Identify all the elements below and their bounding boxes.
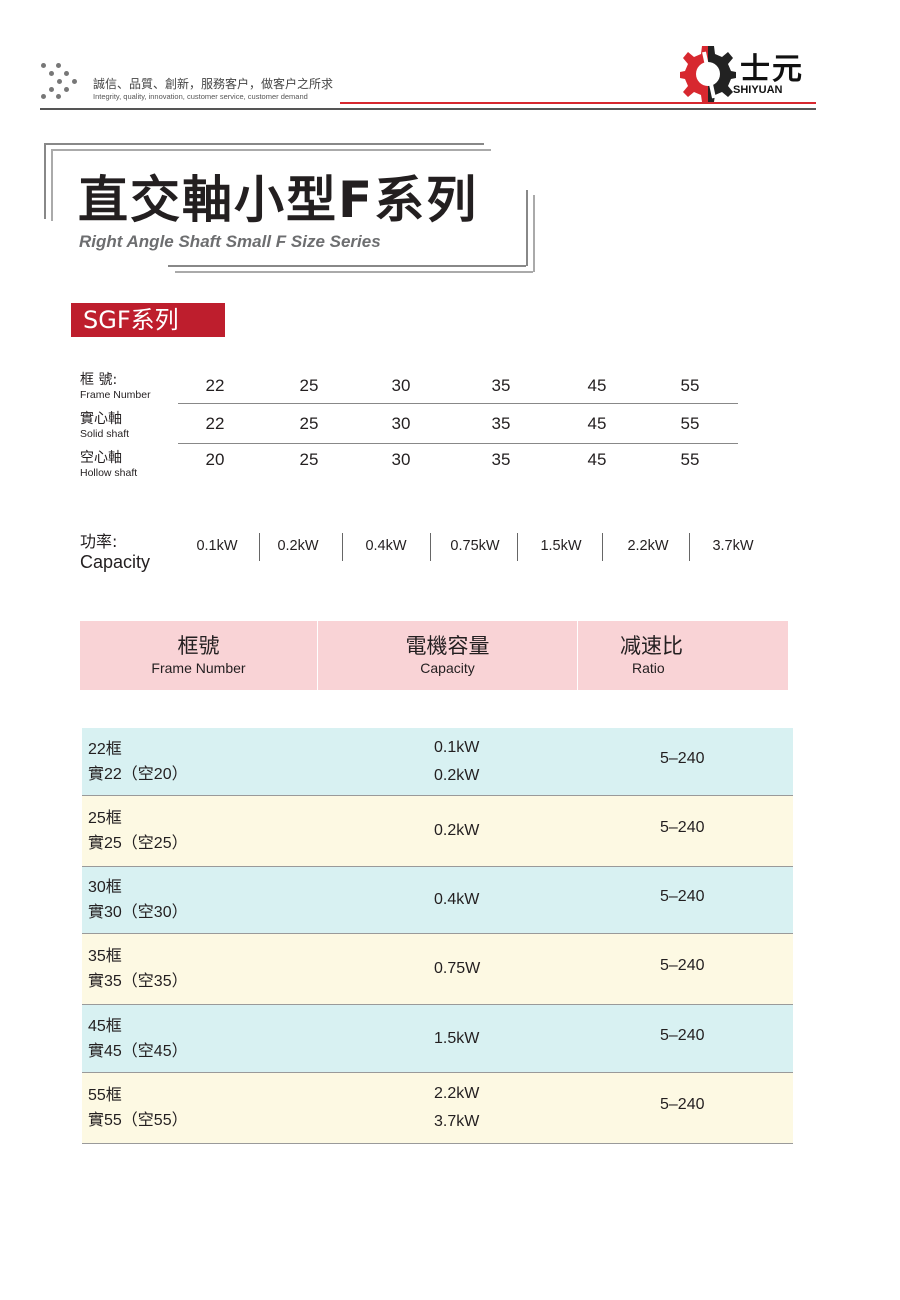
frame-name: 25框 <box>88 810 122 827</box>
frame-name: 55框 <box>88 1087 122 1104</box>
shaft-size: 實22（空20） <box>88 765 188 783</box>
label-en: Frame Number <box>80 389 151 401</box>
shaft-size: 實25（空25） <box>88 835 188 852</box>
capacity-label: 功率: Capacity <box>80 528 150 573</box>
frame-name: 22框 <box>88 740 122 758</box>
header-en: Ratio <box>632 660 665 676</box>
spec-value: 55 <box>680 376 700 395</box>
spec-value: 30 <box>391 414 411 433</box>
page-title: 直交軸小型F系列 <box>78 171 479 229</box>
spec-value: 55 <box>680 414 700 433</box>
header-capacity: 電機容量 Capacity <box>318 621 577 690</box>
slogan-en: Integrity, quality, innovation, customer… <box>93 92 308 101</box>
label-cn: 實心軸 <box>80 411 122 427</box>
slogan-cn: 誠信、品質、創新，服務客户，做客户之所求 <box>93 77 334 91</box>
table-row: 35框 實35（空35） 0.75W 5–240 <box>82 934 793 1005</box>
spec-value: 25 <box>299 376 319 395</box>
spec-value: 35 <box>491 450 511 469</box>
label-en: Solid shaft <box>80 428 130 440</box>
table-row: 45框 實45（空45） 1.5kW 5–240 <box>82 1005 793 1073</box>
divider <box>259 533 260 561</box>
capacity-value: 0.4kW <box>365 538 407 554</box>
header-cn: 框號 <box>177 634 220 658</box>
shaft-size: 實35（空35） <box>88 973 188 990</box>
divider <box>602 533 603 561</box>
capacity-value: 2.2kW <box>627 538 669 554</box>
label-en: Capacity <box>80 552 151 572</box>
spec-value: 22 <box>205 376 225 395</box>
shaft-size: 實45（空45） <box>88 1042 188 1060</box>
spec-value: 25 <box>299 450 319 469</box>
spec-value: 45 <box>587 376 607 395</box>
divider <box>517 533 518 561</box>
gear-logo-icon <box>680 46 736 102</box>
header-en: Capacity <box>420 660 475 676</box>
spec-value: 30 <box>391 450 411 469</box>
spec-value: 25 <box>299 414 319 433</box>
spec-value: 45 <box>587 450 607 469</box>
divider <box>342 533 343 561</box>
table-row: 22框 實22（空20） 0.1kW 0.2kW 5–240 <box>82 728 793 796</box>
spec-label: 實心軸 Solid shaft <box>80 408 129 440</box>
spec-value: 22 <box>205 414 225 433</box>
spec-value: 35 <box>491 376 511 395</box>
table-row: 25框 實25（空25） 0.2kW 5–240 <box>82 796 793 867</box>
spec-value: 45 <box>587 414 607 433</box>
spec-value: 35 <box>491 414 511 433</box>
label-en: Hollow shaft <box>80 467 138 479</box>
table-row: 55框 實55（空55） 2.2kW 3.7kW 5–240 <box>82 1073 793 1144</box>
spec-value: 20 <box>205 450 225 469</box>
capacity-value: 1.5kW <box>540 538 582 554</box>
spec-value: 30 <box>391 376 411 395</box>
capacity-value: 3.7kW <box>712 538 754 554</box>
brand-logo-cn: 士元 <box>740 52 804 87</box>
frame-name: 45框 <box>88 1017 122 1035</box>
header-frame: 框號 Frame Number <box>80 621 317 690</box>
label-cn: 功率: <box>80 532 118 551</box>
shaft-size: 實30（空30） <box>88 904 188 921</box>
table-row: 30框 實30（空30） 0.4kW 5–240 <box>82 867 793 934</box>
accent-line <box>340 102 816 104</box>
header-cn: 减速比 <box>620 634 683 658</box>
header-cn: 電機容量 <box>405 634 490 658</box>
spec-label: 空心軸 Hollow shaft <box>80 447 137 479</box>
divider <box>430 533 431 561</box>
brand-logo-en: SHIYUAN <box>733 84 783 96</box>
capacity-value: 0.1kW <box>196 538 238 554</box>
label-cn: 空心軸 <box>80 450 122 466</box>
divider <box>689 533 690 561</box>
header-ratio: 减速比 Ratio <box>578 621 788 690</box>
capacity-value: 0.2kW <box>277 538 319 554</box>
capacity-value: 0.75kW <box>450 538 500 554</box>
spec-label: 框 號: Frame Number <box>80 369 151 401</box>
frame-name: 30框 <box>88 879 122 896</box>
header-divider <box>40 108 816 110</box>
page-subtitle: Right Angle Shaft Small F Size Series <box>79 232 381 251</box>
header-en: Frame Number <box>151 660 246 676</box>
spec-value: 55 <box>680 450 700 469</box>
frame-name: 35框 <box>88 948 122 965</box>
label-cn: 框 號: <box>80 372 118 388</box>
series-badge: SGF系列 <box>71 303 225 337</box>
shaft-size: 實55（空55） <box>88 1112 188 1129</box>
